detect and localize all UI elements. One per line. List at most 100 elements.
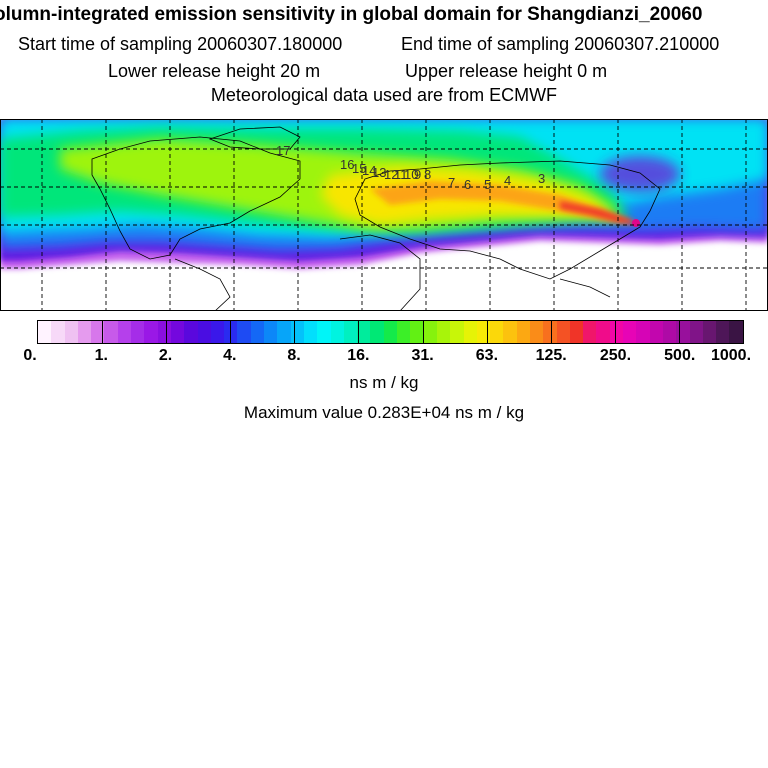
sampling-end-time: End time of sampling 20060307.210000 (401, 34, 720, 54)
color-scale-tick-label: 125. (535, 347, 567, 364)
color-segment (303, 321, 318, 343)
color-segment (51, 321, 65, 343)
color-scale-tick-label: 8. (287, 347, 301, 364)
color-segment (423, 321, 437, 343)
color-segment (237, 321, 251, 343)
color-segment (662, 321, 677, 343)
color-scale-divider (230, 321, 232, 343)
time-label: 14 (362, 163, 376, 178)
color-segment (250, 321, 265, 343)
time-label: 10 (404, 167, 418, 182)
color-segment (689, 321, 703, 343)
color-segment (609, 321, 624, 343)
color-segment (397, 321, 411, 343)
color-segment (529, 321, 544, 343)
color-segment (649, 321, 663, 343)
lower-release-height: Lower release height 20 m (108, 61, 321, 81)
color-segment (370, 321, 384, 343)
unit-label: ns m / kg (349, 373, 419, 392)
color-scale-divider (294, 321, 296, 343)
color-scale-bar (37, 320, 744, 344)
color-scale-tick-label: 31. (411, 347, 434, 364)
time-label: 17 (276, 143, 290, 158)
color-segment (716, 321, 730, 343)
color-segment (184, 321, 198, 343)
color-scale-tick-label: 0. (23, 347, 37, 364)
color-scale-tick-label: 250. (599, 347, 632, 364)
color-segment (556, 321, 570, 343)
color-scale-labels: 0. 1. 2. 4. 8. 16. 31. 63. 125. 250. 500. 1000. (0, 347, 768, 369)
color-scale-divider (486, 321, 488, 343)
color-segment (702, 321, 717, 343)
sampling-start-time: Start time of sampling 20060307.180000 (18, 34, 343, 54)
color-segment (77, 321, 92, 343)
color-segment (623, 321, 637, 343)
color-segment (636, 321, 650, 343)
color-segment (64, 321, 78, 343)
upper-release-height: Upper release height 0 m (405, 61, 608, 81)
time-label: 5 (484, 177, 491, 192)
sensitivity-field (0, 119, 768, 311)
color-segment (436, 321, 451, 343)
time-label: 8 (424, 167, 431, 182)
color-segment (583, 321, 597, 343)
color-scale-divider (678, 321, 680, 343)
color-scale-tick-label: 2. (158, 347, 173, 364)
color-segment (343, 321, 358, 343)
time-label: 16 (340, 157, 354, 172)
color-segment (131, 321, 145, 343)
time-label: 13 (372, 165, 386, 180)
met-data-source: Meteorological data used are from ECMWF (210, 85, 558, 105)
color-scale-tick-label: 4. (223, 347, 237, 364)
color-segment (157, 321, 171, 343)
color-segment (317, 321, 331, 343)
color-segment (290, 321, 304, 343)
color-segment (357, 321, 371, 343)
time-label: 3 (538, 171, 545, 186)
color-segment (596, 321, 610, 343)
time-label: 6 (464, 177, 471, 192)
color-scale-divider (550, 321, 552, 343)
color-segment (38, 321, 52, 343)
plot-title: olumn-integrated emission sensitivity in… (0, 4, 703, 25)
color-segment (210, 321, 225, 343)
color-segment (569, 321, 584, 343)
color-segment (91, 321, 105, 343)
time-label: 11 (394, 167, 408, 182)
color-segment (503, 321, 517, 343)
color-segment (104, 321, 118, 343)
color-segment (516, 321, 530, 343)
color-segment (330, 321, 344, 343)
lat-lon-grid (0, 119, 768, 311)
color-segment (197, 321, 211, 343)
color-scale-divider (422, 321, 424, 343)
color-scale-divider (166, 321, 168, 343)
color-segment (144, 321, 158, 343)
color-segment (450, 321, 464, 343)
color-segment (490, 321, 504, 343)
color-segment (383, 321, 398, 343)
color-segment (476, 321, 491, 343)
color-segment (117, 321, 132, 343)
color-scale-tick-label: 1. (94, 347, 108, 364)
time-label: 9 (414, 167, 421, 182)
color-scale-divider (358, 321, 360, 343)
maximum-value: Maximum value 0.283E+04 ns m / kg (243, 403, 525, 422)
color-scale-divider (102, 321, 104, 343)
color-segment (410, 321, 424, 343)
color-segment (170, 321, 185, 343)
color-segment (729, 321, 743, 343)
color-scale-tick-label: 16. (347, 347, 370, 364)
time-label: 7 (448, 175, 455, 190)
time-label: 15 (352, 161, 366, 176)
color-scale-divider (614, 321, 616, 343)
color-segment (463, 321, 477, 343)
color-scale-tick-label: 1000. (710, 347, 752, 364)
color-segment (264, 321, 278, 343)
coastlines (91, 126, 661, 311)
color-scale-tick-label: 63. (475, 347, 499, 364)
color-scale-tick-label: 500. (664, 347, 696, 364)
color-segment (277, 321, 291, 343)
